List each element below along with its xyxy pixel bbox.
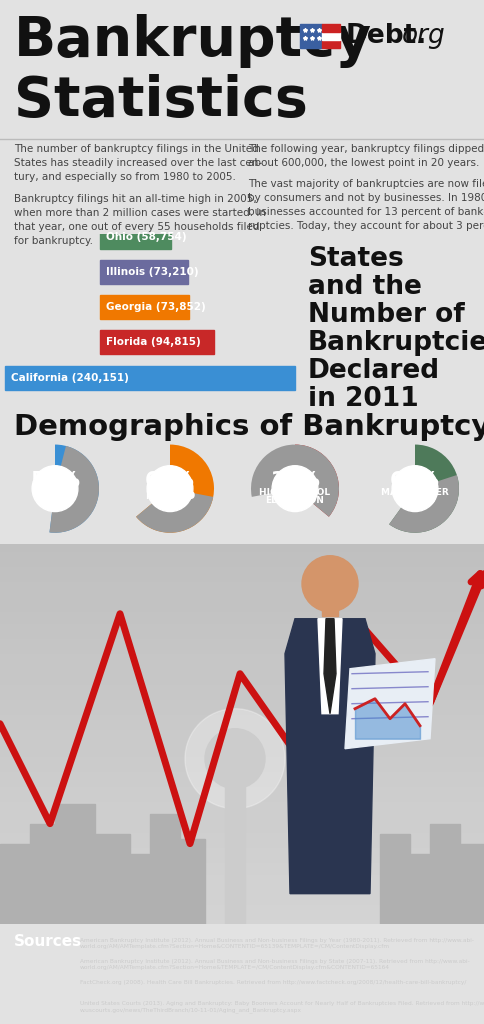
Bar (430, 823, 460, 924)
Text: Florida (94,815): Florida (94,815) (106, 338, 201, 347)
Bar (95, 834, 130, 924)
Circle shape (392, 466, 438, 512)
Circle shape (302, 556, 358, 611)
Text: Demographics of Bankruptcy Filers: Demographics of Bankruptcy Filers (14, 414, 484, 441)
Polygon shape (345, 658, 435, 749)
Bar (0, 844, 30, 924)
Bar (130, 854, 150, 924)
Text: Georgia (73,852): Georgia (73,852) (106, 302, 206, 312)
Text: MARRIED: MARRIED (147, 493, 194, 501)
Text: Bankruptcy filings hit an all-time high in 2005,
when more than 2 million cases : Bankruptcy filings hit an all-time high … (14, 195, 266, 247)
Circle shape (272, 466, 318, 512)
Wedge shape (389, 475, 459, 532)
Text: EDUCATION: EDUCATION (266, 497, 324, 505)
Wedge shape (136, 444, 214, 532)
Text: Bankruptcy: Bankruptcy (14, 14, 372, 68)
Bar (460, 844, 484, 924)
Polygon shape (322, 40, 340, 48)
Text: Statistics: Statistics (14, 74, 308, 128)
Text: MAKE UNDER: MAKE UNDER (381, 488, 449, 497)
Bar (100, 331, 214, 354)
Text: Ohio (58,754): Ohio (58,754) (106, 232, 187, 243)
Text: HIGH SCHOOL: HIGH SCHOOL (259, 488, 331, 497)
Text: MALE: MALE (40, 490, 70, 501)
Polygon shape (300, 24, 322, 48)
Bar (100, 225, 171, 250)
Text: org: org (402, 24, 446, 49)
Bar (322, 591, 338, 615)
Polygon shape (322, 24, 340, 32)
Bar (225, 774, 245, 924)
Text: The number of bankruptcy filings in the United
States has steadily increased ove: The number of bankruptcy filings in the … (14, 144, 262, 182)
Text: MARRIED: MARRIED (145, 490, 195, 501)
Text: The following year, bankruptcy filings dipped to
about 600,000, the lowest point: The following year, bankruptcy filings d… (248, 144, 484, 168)
Bar (55, 804, 95, 924)
Text: Sources: Sources (14, 934, 82, 948)
Text: $30,000: $30,000 (395, 497, 435, 505)
Polygon shape (318, 618, 342, 714)
Bar (5, 367, 295, 390)
Text: FactCheck.org (2008). Health Care Bill Bankruptcies. Retrieved from http://www.f: FactCheck.org (2008). Health Care Bill B… (80, 980, 467, 985)
Text: Debt.: Debt. (346, 24, 427, 49)
Text: 52%: 52% (30, 471, 80, 490)
Text: American Bankruptcy Institute (2012). Annual Business and Non-business Filings b: American Bankruptcy Institute (2012). An… (80, 938, 474, 949)
Text: 36%: 36% (270, 471, 320, 490)
Wedge shape (49, 445, 99, 532)
Wedge shape (389, 444, 459, 532)
Polygon shape (285, 618, 375, 894)
Polygon shape (322, 32, 340, 40)
Circle shape (32, 466, 78, 512)
Text: The vast majority of bankruptcies are now filed
by consumers and not by business: The vast majority of bankruptcies are no… (248, 179, 484, 231)
Circle shape (205, 729, 265, 788)
Bar (180, 839, 205, 924)
Text: States
and the
Number of
Bankruptcies
Declared
in 2011: States and the Number of Bankruptcies De… (308, 247, 484, 413)
Wedge shape (136, 488, 213, 532)
Bar (380, 834, 410, 924)
Wedge shape (49, 444, 99, 532)
Text: United States Courts (2013). Aging and Bankruptcy: Baby Boomers Account for Near: United States Courts (2013). Aging and B… (80, 1000, 484, 1013)
Text: Illinois (73,210): Illinois (73,210) (106, 267, 198, 278)
Bar (100, 260, 188, 285)
Text: California (240,151): California (240,151) (11, 374, 129, 383)
Text: 60%: 60% (390, 471, 440, 490)
Text: MALE: MALE (41, 493, 69, 501)
Wedge shape (251, 444, 339, 517)
Text: 64%: 64% (145, 471, 195, 490)
Bar (60, 859, 75, 924)
Polygon shape (290, 714, 380, 743)
Wedge shape (295, 444, 339, 517)
Bar (410, 854, 430, 924)
Circle shape (185, 709, 285, 809)
Bar (150, 814, 180, 924)
Circle shape (147, 466, 193, 512)
Bar (100, 296, 189, 319)
Text: American Bankruptcy Institute (2012). Annual Business and Non-business Filings b: American Bankruptcy Institute (2012). An… (80, 958, 470, 970)
Polygon shape (324, 618, 336, 714)
Bar (30, 823, 55, 924)
